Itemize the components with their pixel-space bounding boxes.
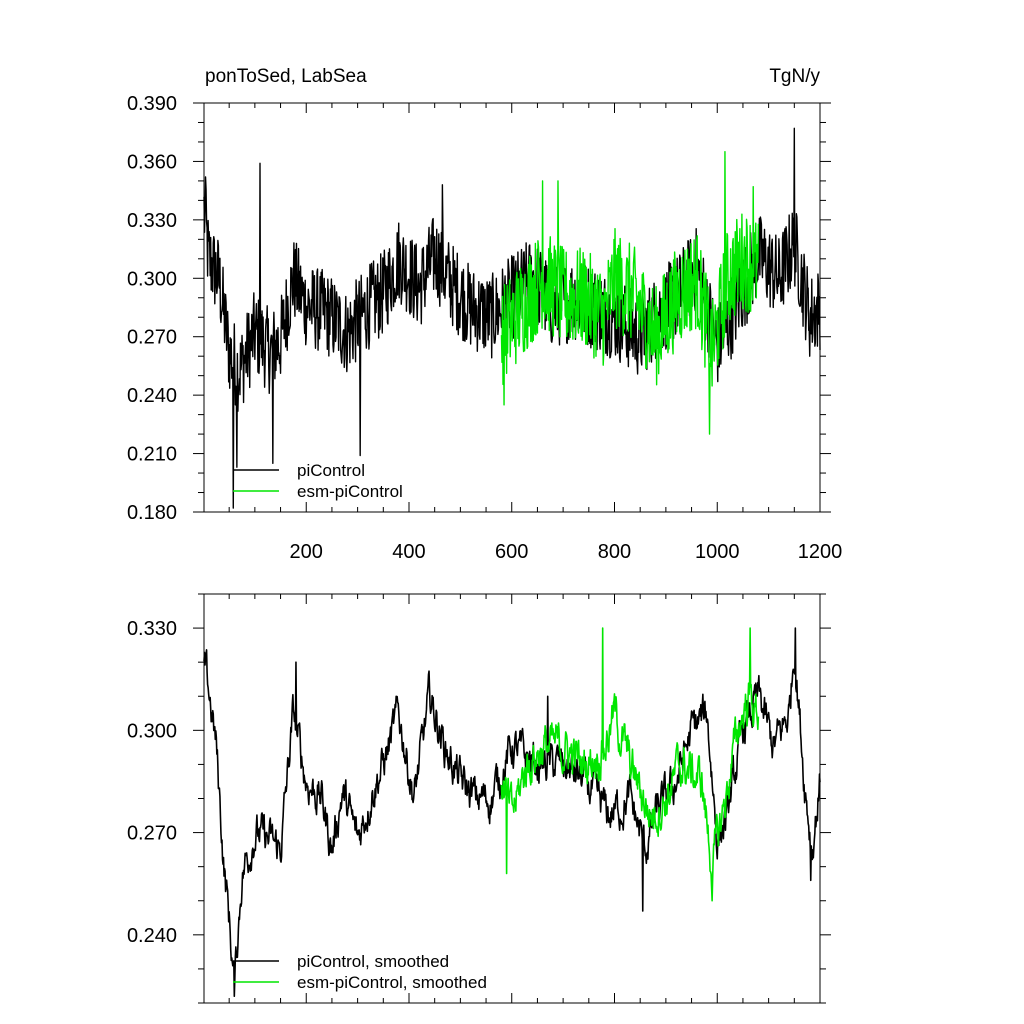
y-tick-label: 0.360 xyxy=(127,151,177,173)
y-tick-label: 0.270 xyxy=(127,823,177,845)
y-tick-label: 0.240 xyxy=(127,385,177,407)
legend-label-picontrol: piControl xyxy=(297,461,365,480)
top-panel-legend: piControl esm-piControl xyxy=(233,461,403,501)
x-tick-label: 200 xyxy=(290,541,323,563)
top-panel-title-left: ponToSed, LabSea xyxy=(205,66,367,87)
y-tick-label: 0.240 xyxy=(127,925,177,947)
x-tick-label: 1200 xyxy=(798,541,843,563)
top-panel-series xyxy=(203,127,821,509)
y-tick-label: 0.300 xyxy=(127,268,177,290)
top-panel-frame xyxy=(203,102,821,513)
legend-label-esm-picontrol-smoothed: esm-piControl, smoothed xyxy=(297,973,487,992)
y-tick-label: 0.270 xyxy=(127,327,177,349)
y-tick-label: 0.210 xyxy=(127,444,177,466)
series-line-picontrol-smoothed xyxy=(203,627,821,997)
legend-label-esm-picontrol: esm-piControl xyxy=(297,482,403,501)
y-tick-label: 0.300 xyxy=(127,720,177,742)
bottom-panel-frame xyxy=(203,593,821,1004)
x-tick-label: 1000 xyxy=(695,541,740,563)
x-tick-label: 400 xyxy=(392,541,425,563)
x-tick-label: 600 xyxy=(495,541,528,563)
y-tick-label: 0.390 xyxy=(127,93,177,115)
x-tick-label: 800 xyxy=(598,541,631,563)
series-line-esm-picontrol-smoothed xyxy=(500,627,760,902)
y-tick-label: 0.180 xyxy=(127,502,177,524)
bottom-panel-series xyxy=(203,627,821,997)
top-panel: ponToSed, LabSea TgN/y 200 400 600 800 1000 1… xyxy=(127,66,842,563)
y-tick-label: 0.330 xyxy=(127,210,177,232)
top-panel-title-right: TgN/y xyxy=(769,66,820,87)
series-line-esm-picontrol xyxy=(500,150,760,435)
legend-label-picontrol-smoothed: piControl, smoothed xyxy=(297,952,449,971)
bottom-panel-ticks: 0.240 0.270 0.300 0.330 xyxy=(127,593,831,1004)
y-tick-label: 0.330 xyxy=(127,618,177,640)
top-panel-ticks: 200 400 600 800 1000 1200 0.180 0.210 0.240 0.270… xyxy=(127,93,842,563)
bottom-panel-legend: piControl, smoothed esm-piControl, smoot… xyxy=(233,952,487,992)
bottom-panel: 0.240 0.270 0.300 0.330 piControl, smoothed… xyxy=(127,593,831,1004)
